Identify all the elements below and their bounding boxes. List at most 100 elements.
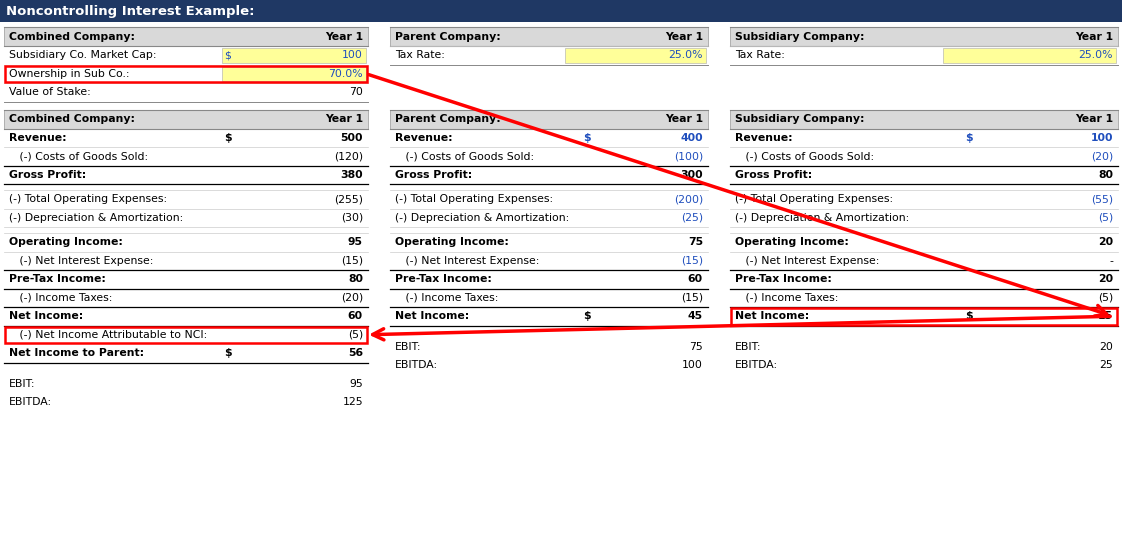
Text: Net Income to Parent:: Net Income to Parent: bbox=[9, 348, 144, 358]
Text: 75: 75 bbox=[688, 237, 703, 247]
Text: 60: 60 bbox=[348, 311, 364, 321]
Bar bbox=[4, 326, 367, 343]
Text: (-) Costs of Goods Sold:: (-) Costs of Goods Sold: bbox=[395, 151, 534, 161]
Text: (5): (5) bbox=[1097, 213, 1113, 223]
Bar bbox=[4, 288, 368, 307]
Bar bbox=[390, 128, 708, 147]
Text: (5): (5) bbox=[348, 330, 364, 340]
Text: 380: 380 bbox=[340, 170, 364, 180]
Text: (-) Depreciation & Amortization:: (-) Depreciation & Amortization: bbox=[735, 213, 909, 223]
Text: 80: 80 bbox=[1098, 170, 1113, 180]
Text: (-) Income Taxes:: (-) Income Taxes: bbox=[9, 293, 112, 303]
Text: 125: 125 bbox=[342, 398, 364, 407]
Text: Parent Company:: Parent Company: bbox=[395, 114, 500, 124]
Text: 25.0%: 25.0% bbox=[1078, 50, 1113, 60]
Text: 80: 80 bbox=[348, 274, 364, 284]
Bar bbox=[730, 270, 1118, 288]
Text: Year 1: Year 1 bbox=[665, 114, 703, 124]
Bar bbox=[4, 128, 368, 147]
Text: Subsidiary Company:: Subsidiary Company: bbox=[735, 114, 864, 124]
Bar bbox=[0, 0, 1122, 22]
Text: EBITDA:: EBITDA: bbox=[395, 360, 438, 370]
Bar bbox=[4, 325, 368, 344]
Text: Year 1: Year 1 bbox=[1075, 32, 1113, 42]
Bar bbox=[390, 307, 708, 325]
Text: Gross Profit:: Gross Profit: bbox=[395, 170, 472, 180]
Text: 75: 75 bbox=[689, 342, 703, 351]
Bar bbox=[730, 227, 1118, 233]
Bar bbox=[390, 251, 708, 270]
Text: Pre-Tax Income:: Pre-Tax Income: bbox=[9, 274, 105, 284]
Bar bbox=[4, 190, 368, 209]
Text: Net Income:: Net Income: bbox=[735, 311, 809, 321]
Text: Revenue:: Revenue: bbox=[395, 133, 452, 143]
Bar bbox=[730, 307, 1118, 325]
Text: -: - bbox=[1110, 256, 1113, 266]
Bar bbox=[390, 184, 708, 190]
Bar bbox=[4, 65, 367, 82]
Bar bbox=[730, 165, 1118, 184]
Text: Tax Rate:: Tax Rate: bbox=[395, 50, 445, 60]
Bar bbox=[4, 251, 368, 270]
Text: (55): (55) bbox=[1091, 194, 1113, 204]
Text: (-) Income Taxes:: (-) Income Taxes: bbox=[735, 293, 838, 303]
Text: EBITDA:: EBITDA: bbox=[9, 398, 52, 407]
Text: Operating Income:: Operating Income: bbox=[735, 237, 849, 247]
Bar bbox=[730, 209, 1118, 227]
Text: (20): (20) bbox=[341, 293, 364, 303]
Bar bbox=[730, 147, 1118, 165]
Bar bbox=[730, 46, 1118, 65]
Bar bbox=[390, 288, 708, 307]
Bar bbox=[390, 27, 708, 46]
Text: Combined Company:: Combined Company: bbox=[9, 114, 135, 124]
Bar bbox=[4, 270, 368, 288]
Bar bbox=[730, 233, 1118, 251]
Text: 100: 100 bbox=[342, 50, 364, 60]
Text: (-) Income Taxes:: (-) Income Taxes: bbox=[395, 293, 498, 303]
Bar bbox=[390, 190, 708, 209]
Text: (-) Net Income Attributable to NCI:: (-) Net Income Attributable to NCI: bbox=[9, 330, 208, 340]
Text: (-) Costs of Goods Sold:: (-) Costs of Goods Sold: bbox=[9, 151, 148, 161]
Text: 400: 400 bbox=[680, 133, 703, 143]
Bar bbox=[4, 344, 368, 363]
Bar bbox=[730, 110, 1118, 128]
Text: 25: 25 bbox=[1100, 360, 1113, 370]
Text: EBIT:: EBIT: bbox=[395, 342, 422, 351]
Text: (15): (15) bbox=[681, 293, 703, 303]
Bar bbox=[4, 110, 368, 128]
Text: 15: 15 bbox=[1098, 311, 1113, 321]
Text: (25): (25) bbox=[681, 213, 703, 223]
Bar bbox=[4, 165, 368, 184]
Text: (5): (5) bbox=[1097, 293, 1113, 303]
Text: Ownership in Sub Co.:: Ownership in Sub Co.: bbox=[9, 69, 129, 79]
Bar bbox=[564, 48, 706, 63]
Text: 70: 70 bbox=[349, 87, 364, 97]
Text: Revenue:: Revenue: bbox=[735, 133, 792, 143]
Text: Net Income:: Net Income: bbox=[395, 311, 469, 321]
Text: $: $ bbox=[224, 133, 232, 143]
Text: (-) Depreciation & Amortization:: (-) Depreciation & Amortization: bbox=[9, 213, 183, 223]
Bar bbox=[730, 251, 1118, 270]
Text: (-) Depreciation & Amortization:: (-) Depreciation & Amortization: bbox=[395, 213, 569, 223]
Bar bbox=[390, 209, 708, 227]
Bar bbox=[4, 65, 368, 83]
Text: Pre-Tax Income:: Pre-Tax Income: bbox=[735, 274, 831, 284]
Bar bbox=[4, 46, 368, 65]
Text: Parent Company:: Parent Company: bbox=[395, 32, 500, 42]
Bar bbox=[730, 27, 1118, 46]
Bar bbox=[390, 227, 708, 233]
Text: 25.0%: 25.0% bbox=[669, 50, 703, 60]
Bar bbox=[4, 233, 368, 251]
Bar bbox=[4, 184, 368, 190]
Text: $: $ bbox=[965, 311, 973, 321]
Bar bbox=[222, 48, 366, 63]
Bar bbox=[390, 147, 708, 165]
Text: Value of Stake:: Value of Stake: bbox=[9, 87, 91, 97]
Text: Operating Income:: Operating Income: bbox=[395, 237, 509, 247]
Text: 20: 20 bbox=[1097, 274, 1113, 284]
Text: 500: 500 bbox=[340, 133, 364, 143]
Text: Year 1: Year 1 bbox=[665, 32, 703, 42]
Bar bbox=[390, 46, 708, 65]
Text: (-) Total Operating Expenses:: (-) Total Operating Expenses: bbox=[735, 194, 893, 204]
Text: $: $ bbox=[582, 311, 590, 321]
